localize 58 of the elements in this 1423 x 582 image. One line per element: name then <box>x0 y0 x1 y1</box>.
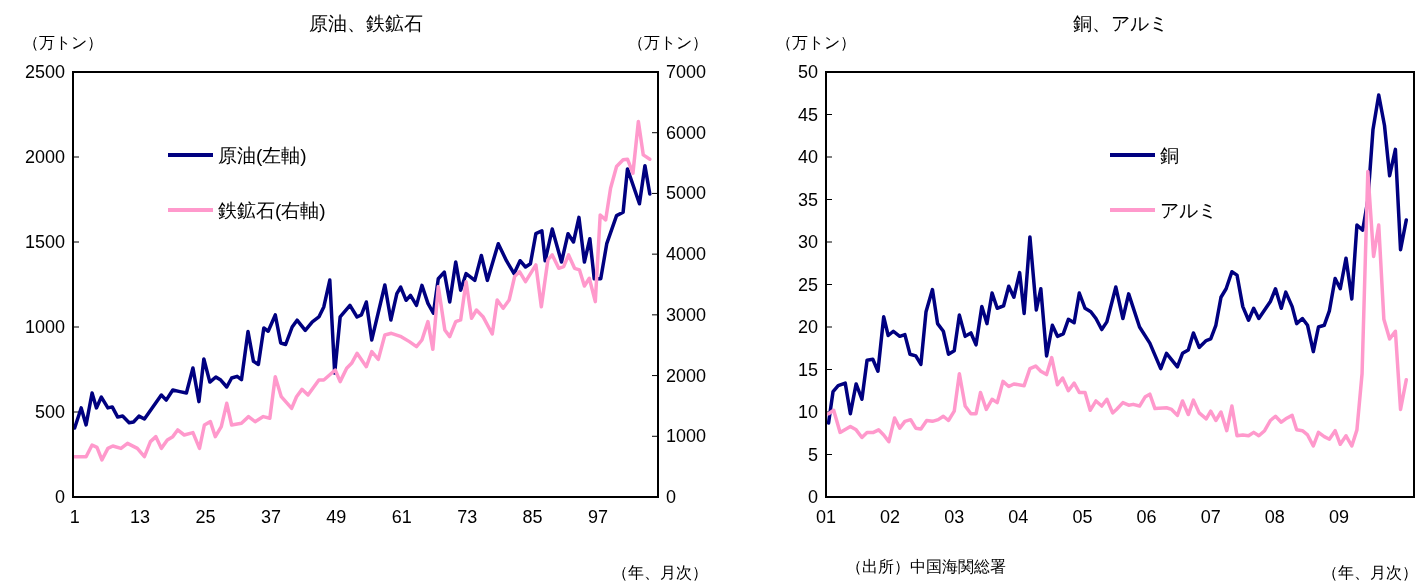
y-tick-label: 50 <box>797 62 818 82</box>
x-tick-label: 37 <box>260 507 281 527</box>
line-series <box>72 119 652 462</box>
x-tick-label: 85 <box>522 507 543 527</box>
y-tick-label: 0 <box>807 487 818 507</box>
y-axis-title: （万トン） <box>23 34 103 51</box>
line-series <box>826 93 1409 425</box>
x-tick-label: 08 <box>1264 507 1285 527</box>
y-tick-label: 5 <box>807 444 818 465</box>
y-axis-title: （万トン） <box>776 34 856 51</box>
y2-tick-label: 0 <box>666 487 677 507</box>
y-tick-label: 1000 <box>24 317 65 337</box>
y2-tick-label: 6000 <box>666 122 707 143</box>
x-axis-title: （年、月次） <box>612 564 708 581</box>
x-tick-label: 1 <box>69 507 80 527</box>
y2-tick-label: 5000 <box>666 183 707 204</box>
y-tick-label: 20 <box>797 317 818 337</box>
x-tick-label: 04 <box>1008 507 1029 527</box>
x-tick-label: 49 <box>326 507 347 527</box>
x-tick-label: 02 <box>880 507 901 527</box>
x-tick-label: 09 <box>1328 507 1349 527</box>
x-tick-label: 06 <box>1136 507 1157 527</box>
x-tick-label: 13 <box>130 507 151 527</box>
legend-label: 原油(左軸) <box>218 145 307 166</box>
y-tick-label: 30 <box>797 232 818 252</box>
x-axis-title: （年、月次） <box>1322 564 1418 581</box>
chart-title: 原油、鉄鉱石 <box>308 13 423 34</box>
y-tick-label: 15 <box>797 359 818 380</box>
x-tick-label: 73 <box>457 507 478 527</box>
y-tick-label: 10 <box>797 402 818 422</box>
y-tick-label: 0 <box>54 487 65 507</box>
legend-label: アルミ <box>1160 200 1217 221</box>
x-tick-label: 07 <box>1200 507 1221 527</box>
y-tick-label: 2000 <box>24 147 65 167</box>
y2-axis-title: （万トン） <box>628 34 708 51</box>
y-tick-label: 45 <box>797 104 818 125</box>
y2-tick-label: 1000 <box>666 426 707 447</box>
legend-label: 銅 <box>1160 145 1179 166</box>
legend-label: 鉄鉱石(右軸) <box>218 200 326 221</box>
chart-title: 銅、アルミ <box>1072 13 1168 34</box>
x-tick-label: 97 <box>588 507 609 527</box>
y-tick-label: 1500 <box>24 232 65 252</box>
text: （出所）中国海関総署 <box>846 558 1006 575</box>
x-tick-label: 03 <box>944 507 965 527</box>
y2-tick-label: 3000 <box>666 304 707 325</box>
y2-tick-label: 4000 <box>666 244 707 265</box>
x-tick-label: 01 <box>815 507 837 527</box>
x-tick-label: 25 <box>195 507 216 527</box>
y-tick-label: 25 <box>797 274 818 295</box>
y-tick-label: 35 <box>797 189 818 210</box>
y-tick-label: 500 <box>34 402 65 422</box>
line-series <box>826 169 1409 448</box>
y-tick-label: 40 <box>797 147 818 167</box>
x-tick-label: 05 <box>1072 507 1093 527</box>
y2-tick-label: 7000 <box>666 62 707 82</box>
x-tick-label: 61 <box>391 507 412 527</box>
y2-tick-label: 2000 <box>666 365 707 386</box>
y-tick-label: 2500 <box>24 62 65 82</box>
